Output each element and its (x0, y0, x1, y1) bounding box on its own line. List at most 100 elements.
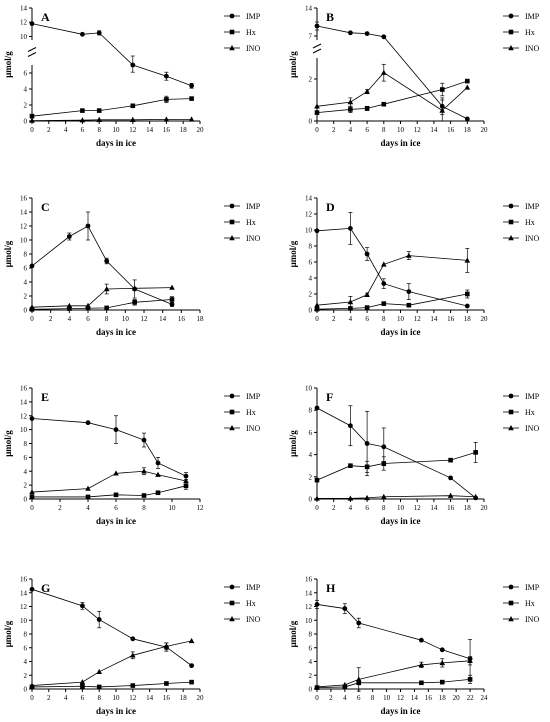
data-point (104, 305, 109, 311)
series-line (316, 451, 476, 481)
x-tick-label: 0 (315, 694, 319, 702)
data-point (169, 297, 175, 302)
y-tick-label: 10 (20, 426, 28, 434)
data-point (314, 103, 320, 109)
data-point (164, 681, 169, 686)
x-tick-label: 2 (332, 126, 336, 134)
y-axis-label: μmol/g (3, 430, 13, 457)
y-tick-label: 8 (24, 631, 28, 639)
y-tick-label: 2 (309, 473, 313, 481)
x-tick-label: 12 (397, 694, 405, 702)
data-point (130, 683, 136, 688)
series-ino (314, 248, 471, 308)
legend-label: INO (246, 234, 260, 243)
series-line (31, 640, 192, 686)
x-axis-label: days in ice (380, 327, 420, 337)
legend-marker (508, 616, 514, 622)
x-tick-label: 6 (81, 694, 85, 702)
series-line (316, 660, 471, 688)
legend-marker (508, 393, 514, 399)
y-tick-label: 0 (309, 496, 313, 504)
data-point (348, 306, 353, 311)
data-point (141, 468, 147, 474)
data-point (314, 495, 320, 501)
data-point (314, 302, 320, 308)
data-point (155, 460, 161, 466)
x-tick-label: 0 (30, 504, 34, 512)
y-tick-label: 4 (24, 468, 28, 476)
legend: IMP Hx INO (224, 202, 261, 243)
x-tick-label: 4 (343, 694, 347, 702)
x-axis-label: days in ice (96, 516, 136, 526)
y-tick-label: 0 (309, 118, 313, 126)
data-point (66, 302, 73, 308)
legend: IMP Hx INO (503, 583, 540, 624)
legend: IMP Hx INO (503, 392, 540, 433)
legend-marker (508, 29, 514, 35)
panel-e: 0 2 4 6 8 10 12 14 16 0 2 4 6 8 10 12 days in ice μmol/g E… (3, 385, 261, 527)
x-tick-label: 12 (414, 504, 422, 512)
series-ino (314, 492, 479, 501)
legend-label: INO (246, 615, 260, 624)
x-tick-label: 10 (113, 694, 121, 702)
y-tick-label: 0 (24, 307, 28, 315)
x-tick-label: 14 (146, 694, 154, 702)
x-tick-label: 14 (430, 504, 438, 512)
legend: IMP Hx INO (224, 392, 261, 433)
x-tick-label: 18 (464, 315, 472, 323)
data-point (189, 663, 195, 669)
data-point (85, 485, 91, 491)
x-tick-label: 18 (180, 126, 188, 134)
y-tick-label: 16 (305, 576, 313, 584)
legend-marker (229, 29, 235, 35)
y-tick-label: 10 (305, 385, 313, 393)
data-point (80, 603, 85, 609)
x-tick-label: 4 (64, 126, 68, 134)
panel-letter: E (41, 390, 49, 404)
data-point (314, 602, 320, 607)
data-point (79, 679, 86, 685)
y-tick-label: 14 (20, 5, 28, 13)
x-tick-label: 12 (414, 315, 422, 323)
y-tick-label: 4 (24, 279, 28, 287)
y-tick-label: 2 (309, 291, 313, 299)
data-point (348, 423, 353, 429)
data-point (189, 83, 195, 89)
series-line (316, 25, 468, 120)
data-point (364, 88, 370, 94)
y-tick-label: 0 (24, 686, 28, 694)
data-point (465, 291, 470, 297)
x-tick-label: 6 (365, 315, 369, 323)
x-tick-label: 20 (453, 694, 461, 702)
data-point (96, 668, 102, 675)
x-tick-label: 0 (30, 694, 34, 702)
data-point (96, 617, 102, 622)
panel-f: 0 2 4 6 8 10 0 2 4 6 8 10 12 14 16 18 20 days in ice μmol/… (288, 385, 540, 527)
y-tick-label: 8 (309, 407, 313, 415)
data-point (188, 116, 195, 122)
data-point (439, 87, 445, 92)
y-tick-label: 12 (20, 412, 28, 420)
legend: IMP Hx INO (503, 202, 540, 243)
legend-label: Hx (525, 599, 535, 608)
y-tick-label: 12 (20, 223, 28, 231)
panel-g: 0 2 4 6 8 10 12 14 16 0 2 4 6 8 10 12 14 16 18 20 days in ic… (3, 576, 261, 717)
series-hx (314, 78, 470, 115)
legend-marker (508, 425, 514, 431)
x-tick-label: 8 (105, 315, 109, 323)
x-tick-label: 18 (439, 694, 447, 702)
data-point (381, 461, 387, 466)
data-point (96, 30, 102, 36)
data-point (381, 101, 387, 107)
y-axis-label: μmol/g (288, 240, 298, 267)
data-point (314, 306, 320, 312)
series-hx (29, 95, 194, 119)
y-tick-label: 0 (24, 496, 28, 504)
data-point (29, 682, 35, 688)
data-point (79, 117, 86, 123)
legend-marker (508, 600, 514, 606)
x-tick-label: 2 (49, 315, 53, 323)
x-tick-label: 16 (425, 694, 433, 702)
